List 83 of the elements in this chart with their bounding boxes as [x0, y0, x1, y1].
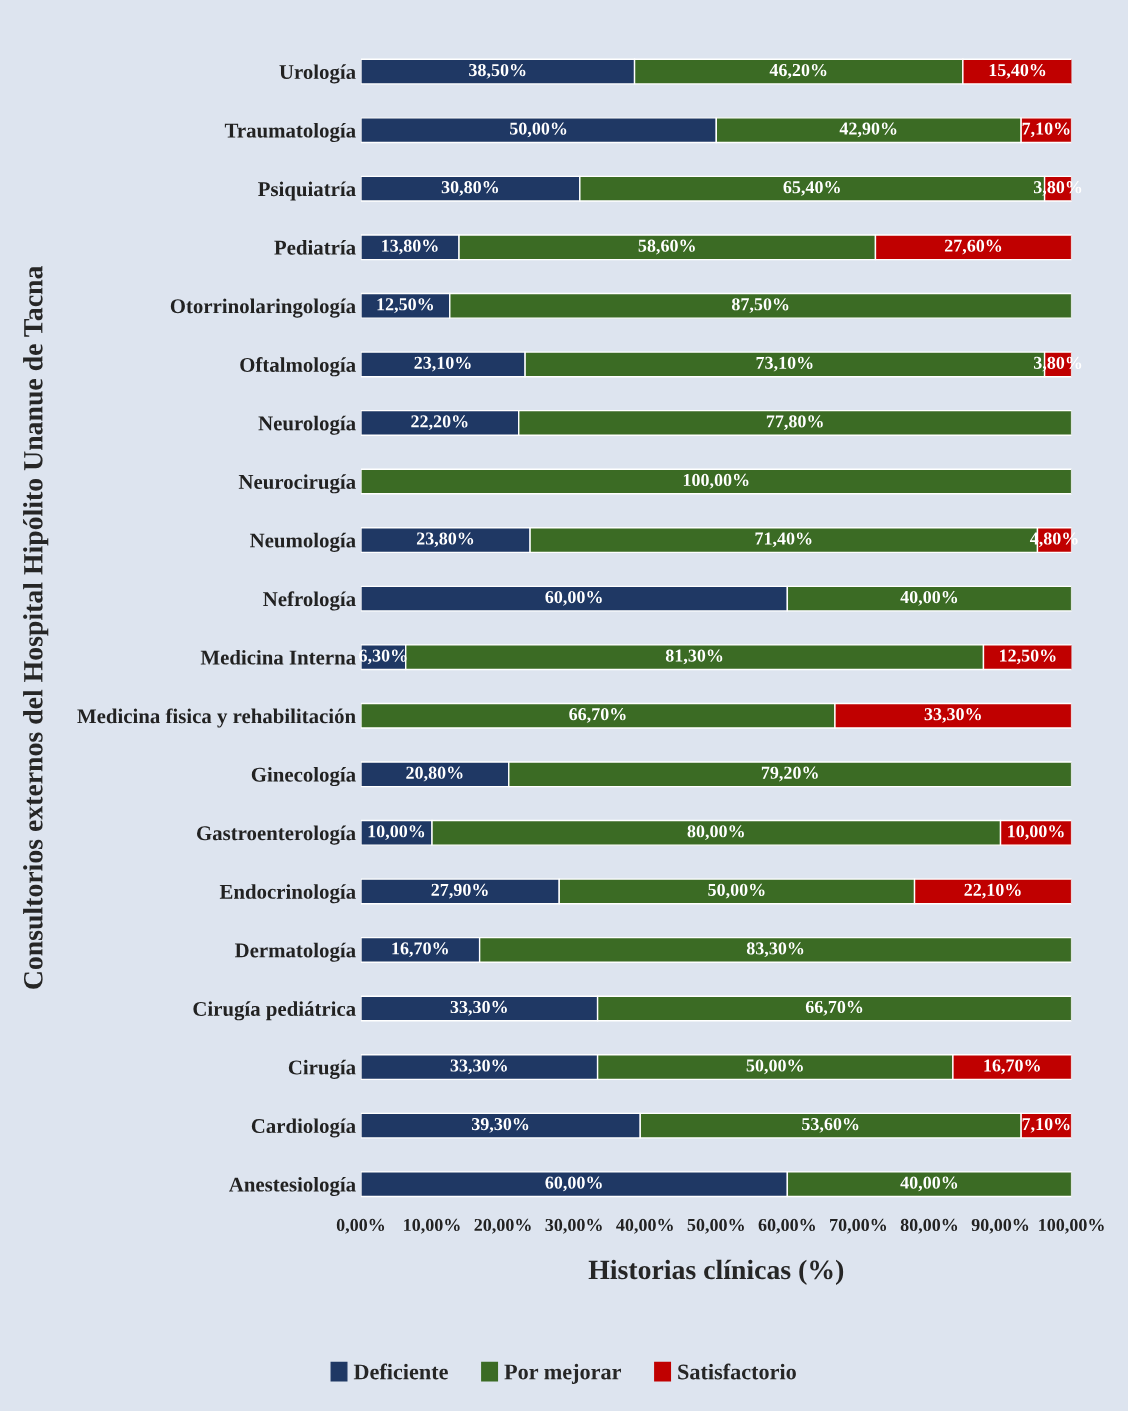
data-label: 20,80% — [406, 766, 463, 782]
data-label: 66,70% — [805, 1000, 863, 1016]
legend-label: Por mejorar — [504, 1363, 621, 1384]
data-label: 22,10% — [964, 883, 1021, 899]
data-label: 87,50% — [731, 298, 789, 313]
y-tick-label: Traumatología — [224, 122, 356, 142]
y-tick-label: Medicina fisica y rehabilitación — [77, 708, 356, 728]
data-label: 12,50% — [1000, 649, 1056, 665]
data-label: 23,10% — [414, 356, 471, 372]
data-label: 7,10% — [1022, 122, 1070, 138]
y-tick-label: Oftalmología — [240, 357, 356, 377]
y-tick-label: Pediatría — [274, 240, 356, 255]
data-label: 50,00% — [746, 1059, 803, 1075]
x-tick-label: 90,00% — [971, 1218, 1029, 1234]
x-tick-label: 10,00% — [404, 1218, 460, 1234]
x-tick-label: 20,00% — [474, 1218, 531, 1234]
data-label: 40,00% — [900, 590, 958, 606]
data-label: 77,80% — [766, 415, 823, 431]
data-label: 58,60% — [638, 239, 695, 255]
y-tick-label: Psiquiatría — [258, 181, 356, 201]
x-axis-title: Historias clínicas (%) — [588, 1259, 844, 1285]
data-label: 16,70% — [392, 942, 448, 958]
y-tick-label: Cirugía pediátrica — [193, 1001, 356, 1021]
data-label: 10,00% — [368, 825, 425, 840]
data-label: 23,80% — [416, 532, 474, 548]
data-label: 12,50% — [377, 298, 434, 313]
data-label: 71,40% — [755, 532, 812, 548]
x-tick-label: 30,00% — [545, 1218, 602, 1234]
x-tick-label: 0,00% — [336, 1218, 385, 1234]
data-label: 80,00% — [687, 825, 744, 840]
data-label: 60,00% — [545, 590, 602, 606]
data-label: 50,00% — [510, 122, 567, 138]
x-tick-label: 70,00% — [830, 1218, 887, 1234]
data-label: 60,00% — [545, 1176, 602, 1192]
data-label: 13,80% — [382, 239, 438, 255]
data-label: 83,30% — [746, 942, 804, 958]
y-axis-title: Consultorios externos del Hospital Hipólito Unanue de Tacna — [23, 265, 49, 989]
y-tick-label: Medicina Interna — [200, 649, 356, 665]
data-label: 46,20% — [769, 63, 827, 79]
y-tick-label: Dermatología — [234, 942, 356, 962]
data-label: 81,30% — [665, 649, 723, 665]
legend-label: Satisfactorio — [678, 1363, 796, 1380]
data-label: 39,30% — [471, 1117, 529, 1133]
data-label: 100,00% — [683, 473, 749, 489]
data-label: 33,30% — [450, 1059, 507, 1075]
y-tick-label: Urología — [279, 64, 356, 84]
y-tick-label: Endocrinología — [219, 884, 356, 904]
data-label: 33,30% — [450, 1000, 507, 1016]
y-tick-label: Ginecología — [251, 767, 356, 787]
data-label: 15,40% — [989, 63, 1046, 79]
x-tick-label: 40,00% — [616, 1218, 673, 1234]
data-label: 30,80% — [441, 181, 499, 196]
data-label: 10,00% — [1008, 825, 1064, 840]
y-tick-label: Otorrinolaringología — [170, 298, 356, 318]
data-label: 33,30% — [924, 708, 981, 723]
data-label: 53,60% — [802, 1117, 859, 1133]
y-tick-label: Cirugía — [288, 1059, 356, 1079]
legend-label: Deficiente — [353, 1363, 448, 1380]
bar — [360, 468, 1072, 495]
data-label: 42,90% — [839, 122, 897, 138]
data-label: 79,20% — [761, 766, 818, 782]
x-tick-label: 80,00% — [900, 1218, 958, 1234]
data-label: 16,70% — [984, 1059, 1040, 1075]
data-label: 65,40% — [783, 181, 840, 196]
data-label: 27,60% — [944, 239, 1002, 255]
y-tick-label: Anestesiología — [228, 1176, 356, 1197]
data-label: 66,70% — [569, 708, 626, 723]
y-tick-label: Cardiología — [251, 1118, 356, 1138]
y-tick-label: Neurología — [258, 415, 356, 435]
y-tick-label: Gastroenterología — [197, 825, 356, 845]
data-label: 40,00% — [900, 1176, 958, 1192]
x-tick-label: 50,00% — [687, 1218, 744, 1234]
data-label: 27,90% — [431, 883, 488, 899]
x-tick-label: 60,00% — [758, 1218, 815, 1234]
data-label: 7,10% — [1022, 1117, 1070, 1133]
data-label: 38,50% — [469, 63, 526, 79]
y-tick-label: Neumología — [250, 532, 356, 552]
data-label: 22,20% — [411, 415, 468, 431]
y-tick-label: Neurocirugía — [238, 474, 356, 494]
x-tick-label: 100,00% — [1039, 1218, 1104, 1234]
data-label: 50,00% — [708, 883, 765, 899]
y-tick-label: Nefrología — [263, 591, 356, 611]
data-label: 73,10% — [756, 356, 813, 372]
